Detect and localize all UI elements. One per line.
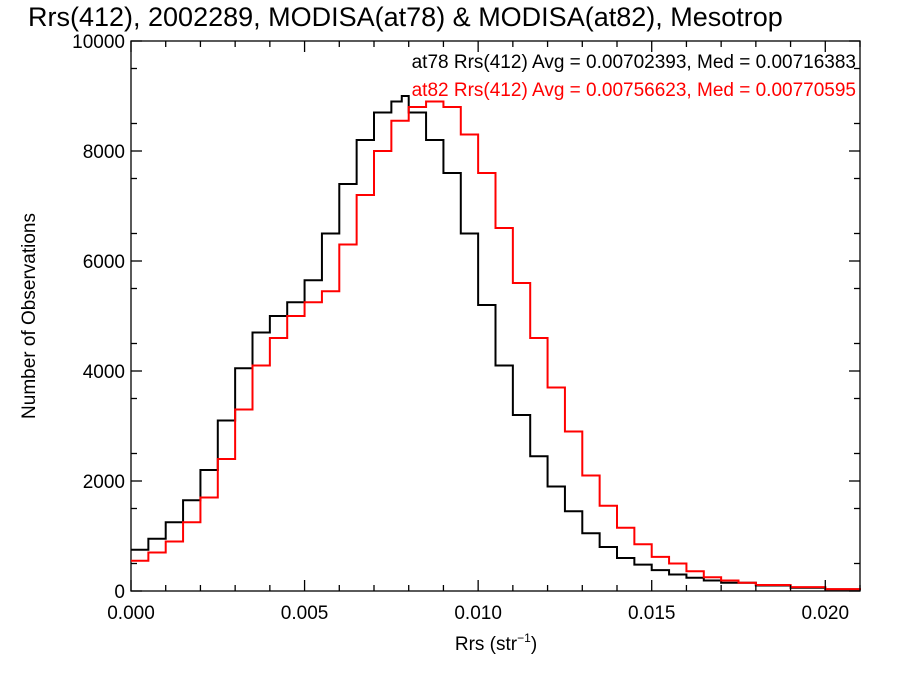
x-tick-label: 0.005	[281, 603, 329, 624]
series-layer	[131, 95, 861, 591]
y-tick-label: 10000	[72, 32, 125, 53]
x-axis-label-close: )	[531, 634, 537, 655]
y-tick-label: 6000	[83, 252, 125, 273]
series-line-at82	[131, 100, 861, 591]
x-axis-label-main: Rrs (str	[455, 634, 518, 655]
annotation-at78: at78 Rrs(412) Avg = 0.00702393, Med = 0.…	[412, 52, 856, 73]
y-tick-label: 2000	[83, 472, 125, 493]
x-axis-label: Rrs (str−1)	[455, 631, 537, 655]
series-line-at78	[131, 95, 861, 591]
x-tick-label: 0.010	[454, 603, 502, 624]
x-axis-label-sup: −1	[517, 631, 531, 645]
y-tick-label: 0	[114, 582, 125, 603]
ticks-layer: 0.000 0.005 0.010 0.015 0.020 0 2000 4000 6000 80…	[72, 32, 861, 624]
x-tick-label: 0.020	[802, 603, 850, 624]
y-tick-label: 4000	[83, 362, 125, 383]
y-axis-label: Number of Observations	[19, 213, 40, 419]
annotation-at82: at82 Rrs(412) Avg = 0.00756623, Med = 0.…	[412, 80, 856, 101]
x-tick-label: 0.015	[628, 603, 676, 624]
x-tick-label: 0.000	[107, 603, 155, 624]
y-tick-label: 8000	[83, 142, 125, 163]
chart-title: Rrs(412), 2002289, MODISA(at78) & MODISA…	[28, 2, 783, 32]
plot-frame	[130, 40, 861, 592]
